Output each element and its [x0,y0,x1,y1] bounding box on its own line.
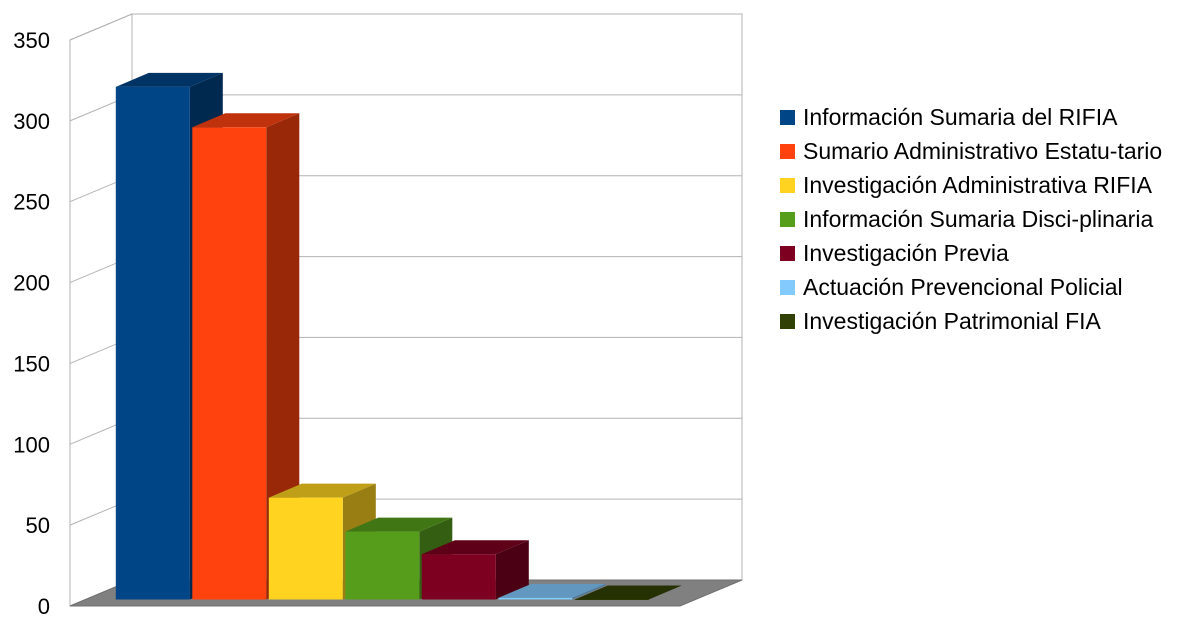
bar-top [498,583,606,598]
legend-item: Investigación Administrativa RIFIA [780,172,1175,198]
bar [498,583,606,600]
legend-label: Actuación Prevencional Policial [803,274,1123,300]
y-tick-label: 100 [13,432,50,457]
bar-chart: 0 50 100 150 200 250 300 350 [13,13,743,617]
bar-top [421,540,529,555]
bar-top [115,72,223,87]
legend-label: Investigación Previa [803,240,1009,266]
bar-front [498,597,573,600]
bar-side [495,540,529,600]
legend-swatch [780,212,795,227]
bar-top [268,483,376,498]
legend-swatch [780,280,795,295]
bar-side [572,583,606,600]
legend-item: Investigación Patrimonial FIA [780,308,1175,334]
bar-front [574,599,649,600]
legend-swatch [780,314,795,329]
bar [421,540,529,600]
legend-label: Investigación Patrimonial FIA [803,308,1101,334]
legend-label: Investigación Administrativa RIFIA [803,172,1152,198]
y-tick-label: 300 [13,109,50,134]
bars [115,72,682,600]
bar-side [266,113,300,600]
legend-item: Investigación Previa [780,240,1175,266]
legend-item: Información Sumaria Disci-plinaria [780,206,1175,232]
legend-item: Actuación Prevencional Policial [780,274,1175,300]
legend-swatch [780,110,795,125]
bar-top [192,113,300,128]
legend-item: Información Sumaria del RIFIA [780,104,1175,130]
bar-front [421,554,496,600]
legend-label: Información Sumaria del RIFIA [803,104,1118,130]
bar [574,585,682,600]
y-tick-label: 250 [13,190,50,215]
y-tick-label: 350 [13,28,50,53]
legend: Información Sumaria del RIFIA Sumario Ad… [780,104,1175,342]
legend-swatch [780,144,795,159]
y-tick-label: 50 [26,513,50,538]
y-axis-ticks: 0 50 100 150 200 250 300 350 [13,28,50,617]
y-tick-label: 0 [38,594,50,617]
y-tick-label: 200 [13,271,50,296]
bar-front [268,497,343,600]
legend-label: Información Sumaria Disci-plinaria [803,206,1154,232]
legend-item: Sumario Administrativo Estatu-tario [780,138,1175,164]
bar-front [345,531,420,600]
bar-front [192,127,267,600]
bar-top [574,585,682,600]
legend-swatch [780,246,795,261]
bar [192,113,300,600]
bar-front [115,86,190,600]
gridline [69,13,742,41]
legend-label: Sumario Administrativo Estatu-tario [803,138,1163,164]
y-tick-label: 150 [13,351,50,376]
bar-top [345,517,453,532]
legend-swatch [780,178,795,193]
